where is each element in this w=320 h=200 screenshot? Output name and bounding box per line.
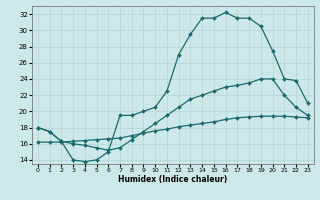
X-axis label: Humidex (Indice chaleur): Humidex (Indice chaleur) [118, 175, 228, 184]
